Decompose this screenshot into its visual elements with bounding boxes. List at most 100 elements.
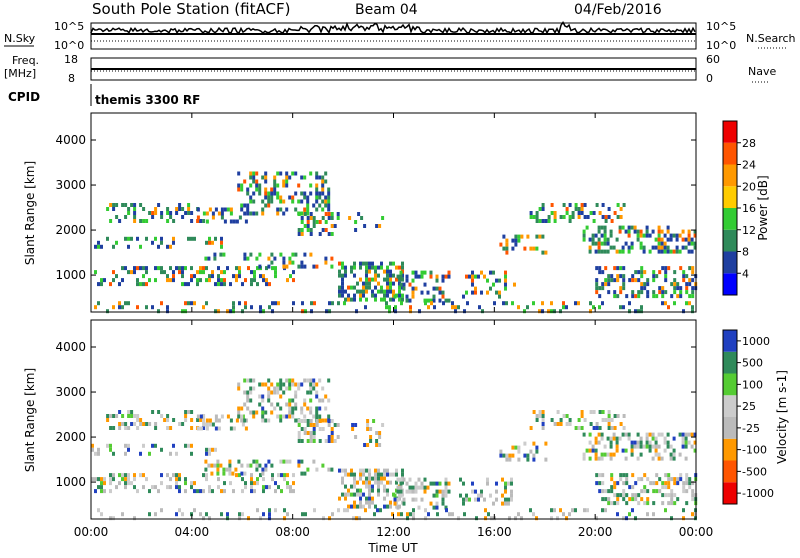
echo-cell — [489, 493, 492, 498]
echo-cell — [368, 281, 371, 286]
echo-cell — [591, 444, 595, 449]
echo-cell — [477, 493, 480, 498]
echo-cell — [661, 294, 665, 299]
echo-cell — [279, 418, 283, 423]
velocity-colorbar-label: Velocity [m s-1] — [775, 370, 789, 464]
echo-cell — [676, 497, 680, 502]
echo-cell — [204, 256, 208, 261]
echo-cell — [306, 439, 310, 443]
echo-cell — [297, 463, 301, 468]
echo-cell — [327, 378, 331, 383]
echo-cell — [365, 277, 368, 282]
echo-cell — [622, 489, 626, 494]
y-tick-label: 4000 — [55, 133, 86, 147]
echo-cell — [436, 512, 439, 517]
echo-cell — [408, 298, 412, 303]
echo-cell — [661, 290, 665, 295]
echo-cell — [181, 270, 184, 275]
echo-cell — [588, 432, 592, 437]
echo-cell — [315, 220, 319, 224]
echo-cell — [315, 394, 319, 399]
echo-cell — [474, 286, 477, 291]
echo-cell — [217, 426, 221, 431]
echo-cell — [444, 505, 448, 510]
echo-cell — [532, 410, 536, 414]
echo-cell — [664, 301, 667, 306]
echo-cell — [685, 489, 689, 494]
colorbar-segment — [723, 251, 737, 274]
echo-cell — [112, 516, 115, 521]
echo-cell — [184, 418, 188, 422]
echo-cell — [616, 493, 620, 498]
echo-cell — [205, 422, 209, 427]
echo-cell — [309, 212, 313, 216]
echo-cell — [338, 261, 341, 266]
echo-cell — [630, 245, 634, 250]
echo-cell — [423, 485, 427, 490]
echo-cell — [301, 301, 304, 306]
echo-cell — [264, 410, 268, 415]
echo-cell — [486, 278, 489, 283]
echo-cell — [670, 497, 674, 502]
echo-cell — [288, 402, 292, 407]
echo-cell — [547, 215, 551, 219]
echo-cell — [610, 274, 614, 279]
echo-cell — [282, 211, 286, 216]
echo-cell — [386, 293, 389, 298]
echo-cell — [294, 418, 298, 423]
echo-cell — [356, 488, 359, 493]
echo-cell — [420, 274, 424, 279]
echo-cell — [292, 301, 295, 306]
echo-cell — [639, 436, 643, 441]
echo-cell — [282, 390, 286, 395]
echo-cell — [505, 301, 508, 306]
echo-cell — [202, 426, 206, 430]
echo-cell — [441, 489, 445, 494]
echo-cell — [693, 241, 697, 246]
colorbar-segment — [723, 186, 737, 208]
echo-cell — [240, 471, 244, 476]
echo-cell — [529, 426, 533, 430]
echo-cell — [639, 440, 643, 445]
echo-cell — [246, 398, 250, 403]
echo-cell — [151, 410, 155, 414]
echo-cell — [297, 232, 301, 236]
echo-cell — [268, 305, 271, 310]
echo-cell — [553, 219, 557, 223]
echo-cell — [353, 492, 356, 497]
echo-cell — [383, 484, 386, 489]
echo-cell — [418, 309, 421, 314]
echo-cell — [631, 473, 635, 478]
echo-cell — [535, 414, 539, 418]
echo-cell — [240, 183, 244, 188]
echo-cell — [666, 444, 670, 449]
echo-cell — [205, 512, 208, 517]
echo-cell — [249, 398, 253, 403]
echo-cell — [426, 298, 430, 303]
echo-cell — [532, 301, 535, 306]
echo-cell — [268, 508, 271, 513]
echo-cell — [142, 485, 145, 490]
echo-cell — [262, 278, 265, 283]
echo-cell — [624, 229, 628, 234]
echo-cell — [591, 448, 595, 453]
echo-cell — [414, 481, 418, 486]
echo-cell — [166, 305, 169, 310]
echo-cell — [661, 266, 665, 271]
echo-cell — [235, 219, 239, 224]
echo-cell — [312, 439, 316, 443]
echo-cell — [598, 305, 601, 310]
echo-cell — [243, 211, 247, 216]
echo-cell — [205, 278, 208, 283]
echo-cell — [344, 269, 347, 274]
echo-cell — [205, 219, 209, 224]
echo-cell — [559, 418, 563, 422]
echo-cell — [401, 261, 404, 266]
echo-cell — [238, 301, 241, 306]
echo-cell — [672, 436, 676, 441]
echo-cell — [292, 473, 295, 478]
echo-cell — [368, 504, 371, 509]
echo-cell — [493, 301, 496, 306]
echo-cell — [556, 516, 559, 521]
echo-cell — [435, 501, 439, 506]
